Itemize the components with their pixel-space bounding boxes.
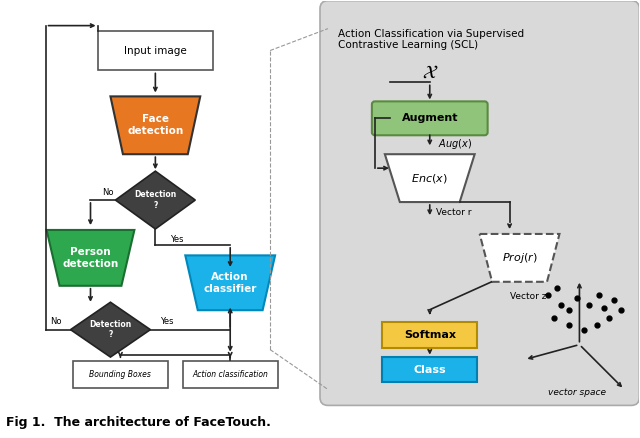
Text: Bounding Boxes: Bounding Boxes — [90, 370, 152, 379]
Text: Face
detection: Face detection — [127, 114, 184, 136]
Text: Augment: Augment — [401, 113, 458, 124]
Text: Vector r: Vector r — [436, 208, 471, 217]
Text: $Proj(r)$: $Proj(r)$ — [502, 251, 538, 265]
Text: Action
classifier: Action classifier — [204, 272, 257, 293]
Text: Input image: Input image — [124, 46, 187, 56]
Text: Softmax: Softmax — [404, 330, 456, 339]
Text: Person
detection: Person detection — [62, 247, 118, 268]
Text: Yes: Yes — [161, 317, 174, 326]
Text: Yes: Yes — [170, 236, 184, 244]
Polygon shape — [479, 234, 559, 282]
Text: Detection
?: Detection ? — [134, 191, 177, 210]
Text: Class: Class — [413, 364, 446, 374]
Polygon shape — [47, 230, 134, 286]
Text: No: No — [50, 317, 61, 326]
Text: Detection
?: Detection ? — [90, 320, 132, 339]
Polygon shape — [385, 154, 475, 202]
FancyBboxPatch shape — [320, 1, 639, 406]
Polygon shape — [70, 302, 150, 357]
Text: No: No — [102, 187, 113, 197]
Text: $Aug(x)$: $Aug(x)$ — [438, 137, 472, 151]
FancyBboxPatch shape — [372, 101, 488, 135]
Text: Action classification: Action classification — [192, 370, 268, 379]
Text: Fig 1.  The architecture of FaceTouch.: Fig 1. The architecture of FaceTouch. — [6, 417, 271, 429]
FancyBboxPatch shape — [73, 360, 168, 389]
Text: vector space: vector space — [548, 388, 607, 397]
Text: $\mathcal{X}$: $\mathcal{X}$ — [422, 63, 438, 82]
FancyBboxPatch shape — [98, 31, 212, 71]
Polygon shape — [115, 171, 195, 229]
Polygon shape — [111, 96, 200, 154]
Text: Action Classification via Supervised
Contrastive Learning (SCL): Action Classification via Supervised Con… — [338, 28, 524, 50]
Text: $Enc(x)$: $Enc(x)$ — [412, 172, 448, 185]
FancyBboxPatch shape — [382, 321, 477, 348]
FancyBboxPatch shape — [382, 357, 477, 382]
Polygon shape — [186, 255, 275, 310]
FancyBboxPatch shape — [183, 360, 278, 389]
Text: Vector z: Vector z — [509, 292, 546, 301]
